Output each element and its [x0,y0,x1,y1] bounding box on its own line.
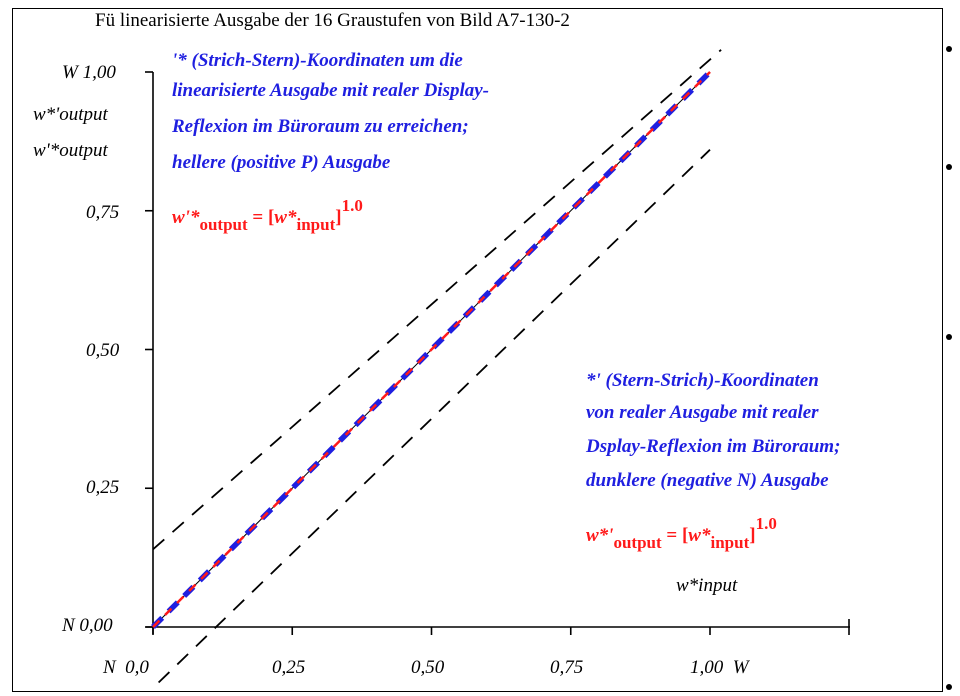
annotation-bottom-line-4: dunklere (negative N) Ausgabe [586,470,829,491]
axes [145,71,850,635]
series-line [152,49,722,550]
edge-dot [946,334,952,340]
y-axis-label-1: w*'output [33,104,108,125]
formula-bottom-exp: 1.0 [755,514,777,533]
formula-bottom-lhs-sub: output [613,533,662,552]
formula-top-rhs-sub: input [296,215,336,234]
y-axis-label-2: w'*output [33,140,108,161]
y-tick-025: 0,25 [86,477,120,498]
y-tick-050: 0,50 [86,340,120,361]
formula-bottom-rhs: w* [688,525,711,546]
formula-bottom-rhs-sub: input [710,533,750,552]
edge-dot [946,164,952,170]
y-label-top: W 1,00 [62,62,116,83]
annotation-bottom-line-2: von realer Ausgabe mit realer [586,402,819,423]
series-line [152,71,711,628]
annotation-top-line-2: linearisierte Ausgabe mit realer Display… [172,80,490,101]
series-line [157,149,711,684]
formula-top-lhs-sub: output [199,215,248,234]
x-tick-025: 0,25 [272,657,306,678]
annotation-top-line-4: hellere (positive P) Ausgabe [172,152,391,173]
y-label-bottom: N 0,00 [62,615,113,636]
edge-dot [946,684,952,690]
series-group [151,49,722,684]
formula-top-eq: = [ [247,207,275,228]
x-tick-075: 0,75 [550,657,584,678]
x-axis-label: w*input [676,575,738,596]
formula-bottom-lhs: w*' [586,525,614,546]
formula-bottom-eq: = [ [661,525,689,546]
edge-dot [946,46,952,52]
annotation-bottom-line-1: *' (Stern-Strich)-Koordinaten [586,370,819,391]
formula-top-lhs: w'* [172,207,200,228]
annotation-bottom-formula: w*'output = [w*input]1.0 [586,514,777,553]
annotation-top-line-1: '* (Strich-Stern)-Koordinaten um die [172,50,463,71]
x-tick-050: 0,50 [411,657,445,678]
formula-top-rhs: w* [274,207,297,228]
chart-title: Fü linearisierte Ausgabe der 16 Graustuf… [95,10,570,31]
plot-frame [12,8,943,692]
formula-top-exp: 1.0 [341,196,363,215]
annotation-bottom-line-3: Dsplay-Reflexion im Büroraum; [586,436,841,457]
x-tick-100: 1,00 W [690,657,749,678]
annotation-top-formula: w'*output = [w*input]1.0 [172,196,363,235]
formula-top-close: ] [335,207,342,228]
y-tick-075: 0,75 [86,202,120,223]
formula-bottom-close: ] [749,525,756,546]
x-tick-000: N 0,0 [103,657,149,678]
annotation-top-line-3: Reflexion im Büroraum zu erreichen; [172,116,469,137]
